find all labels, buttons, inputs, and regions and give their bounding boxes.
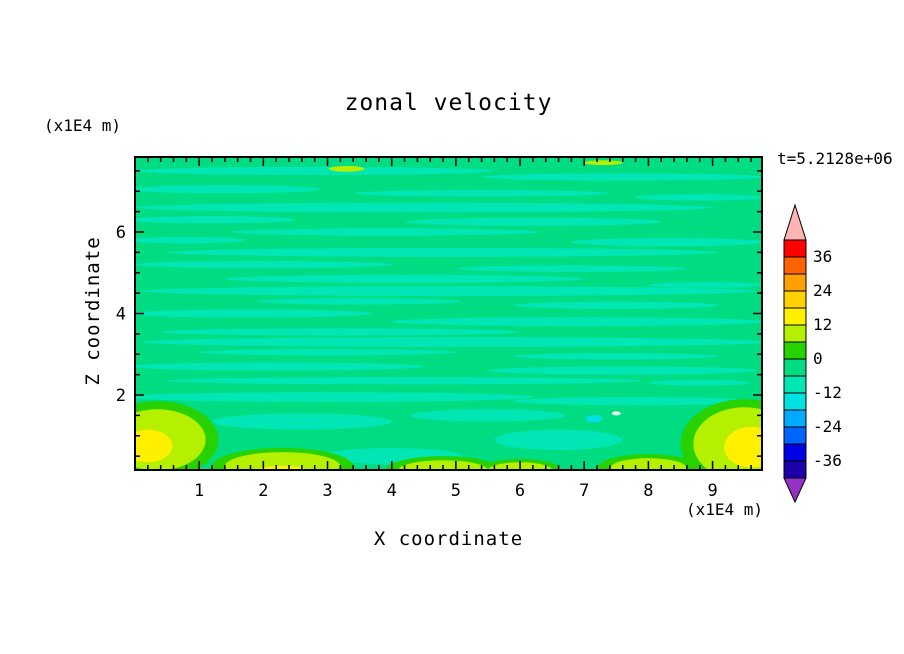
colorbar-segment (783, 443, 807, 462)
colorbar-segment (783, 307, 807, 326)
colorbar-label: -12 (813, 383, 842, 402)
axis-tick-labels: 1 2 3 4 5 6 7 8 9 2 4 6 (116, 223, 718, 501)
contour-field (135, 157, 762, 470)
colorbar-segment (783, 409, 807, 428)
colorbar-segment (783, 290, 807, 309)
colorbar-label: -36 (813, 451, 842, 470)
y-axis-units: (x1E4 m) (44, 116, 122, 135)
x-tick-label: 4 (387, 481, 397, 501)
x-tick-label: 7 (579, 481, 589, 501)
x-tick-label: 5 (451, 481, 461, 501)
x-tick-label: 2 (258, 481, 268, 501)
colorbar-label: 24 (813, 281, 832, 300)
colorbar-segment (783, 273, 807, 292)
x-axis-units: (x1E4 m) (686, 500, 764, 519)
colorbar: 36 24 12 0 -12 -24 -36 (783, 203, 842, 504)
colorbar-segment (783, 239, 807, 258)
colorbar-label: 12 (813, 315, 832, 334)
colorbar-segment (783, 375, 807, 394)
y-tick-label: 6 (116, 223, 126, 243)
colorbar-segment (783, 358, 807, 377)
x-tick-label: 9 (707, 481, 717, 501)
y-tick-label: 2 (116, 386, 126, 406)
colorbar-segment (783, 324, 807, 343)
x-tick-label: 6 (515, 481, 525, 501)
x-tick-label: 1 (194, 481, 204, 501)
colorbar-segment (783, 426, 807, 445)
time-annotation: t=5.2128e+06 (777, 149, 893, 168)
x-tick-label: 3 (322, 481, 332, 501)
colorbar-segment (783, 460, 807, 479)
colorbar-label: 36 (813, 247, 832, 266)
colorbar-segment (783, 392, 807, 411)
colorbar-label: 0 (813, 349, 823, 368)
y-tick-label: 4 (116, 305, 126, 325)
colorbar-under-arrow (783, 477, 807, 504)
chart-title: zonal velocity (344, 90, 553, 116)
x-tick-label: 8 (643, 481, 653, 501)
colorbar-segment (783, 341, 807, 360)
colorbar-over-arrow (783, 203, 807, 241)
x-axis-label: X coordinate (373, 528, 524, 550)
colorbar-label: -24 (813, 417, 842, 436)
axis-ticks (135, 157, 762, 470)
colorbar-segment (783, 256, 807, 275)
